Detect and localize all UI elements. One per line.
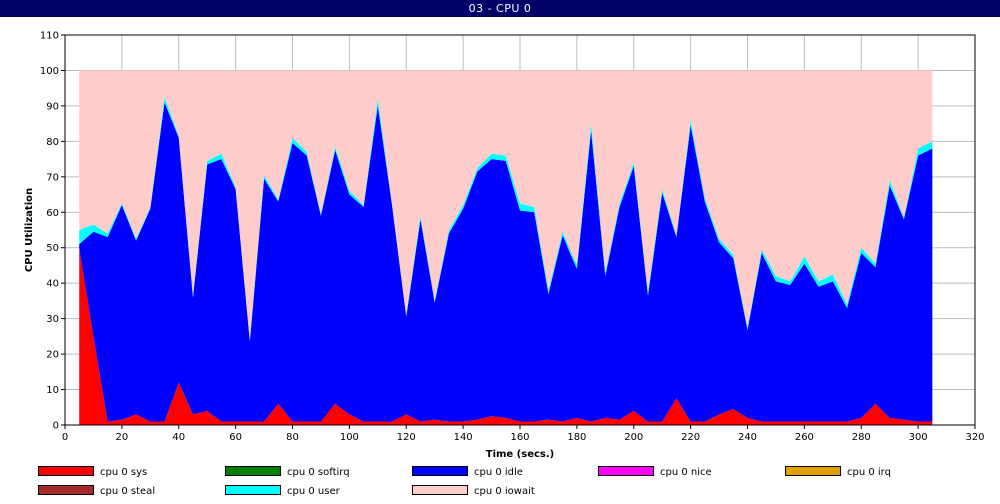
x-tick-label: 0 xyxy=(62,432,68,443)
legend-label: cpu 0 softirq xyxy=(287,467,350,478)
x-tick-label: 20 xyxy=(116,432,129,443)
x-tick-label: 180 xyxy=(567,432,586,443)
cpu-utilization-chart: 0 10 20 30 40 50 60 70 80 90 100 110 0 20 40 60 80 100 120… xyxy=(24,31,985,461)
x-tick-label: 280 xyxy=(852,432,871,443)
y-axis-title: CPU Utilization xyxy=(24,188,35,272)
x-tick-label: 240 xyxy=(738,432,757,443)
y-tick-label: 100 xyxy=(40,66,59,77)
legend-label: cpu 0 iowait xyxy=(474,486,535,497)
legend-item-cpu-0-irq: cpu 0 irq xyxy=(785,466,891,481)
legend-item-cpu-0-softirq: cpu 0 softirq xyxy=(225,466,350,481)
x-tick-label: 160 xyxy=(510,432,529,443)
series-area-cpu-0-iowait xyxy=(79,70,933,340)
legend: cpu 0 sys cpu 0 softirq cpu 0 idle cpu 0 ni… xyxy=(0,464,1000,504)
x-tick-label: 60 xyxy=(229,432,242,443)
x-tick-label: 260 xyxy=(795,432,814,443)
legend-swatch xyxy=(38,485,94,495)
x-axis-title: Time (secs.) xyxy=(486,449,555,460)
legend-label: cpu 0 irq xyxy=(847,467,891,478)
y-tick-label: 0 xyxy=(53,421,59,432)
legend-item-cpu-0-idle: cpu 0 idle xyxy=(412,466,523,481)
legend-swatch xyxy=(785,466,841,476)
legend-swatch xyxy=(225,466,281,476)
legend-label: cpu 0 nice xyxy=(660,467,712,478)
legend-swatch xyxy=(412,466,468,476)
x-tick-label: 200 xyxy=(624,432,643,443)
x-tick-label: 100 xyxy=(340,432,359,443)
y-tick-label: 70 xyxy=(46,172,59,183)
stacked-areas xyxy=(79,70,933,425)
x-tick-label: 320 xyxy=(965,432,984,443)
legend-label: cpu 0 sys xyxy=(100,467,148,478)
legend-item-cpu-0-steal: cpu 0 steal xyxy=(38,485,156,500)
y-tick-label: 50 xyxy=(46,243,59,254)
legend-item-cpu-0-user: cpu 0 user xyxy=(225,485,340,500)
x-tick-label: 40 xyxy=(172,432,185,443)
y-tick-label: 90 xyxy=(46,101,59,112)
y-tick-label: 110 xyxy=(40,31,59,42)
legend-item-cpu-0-nice: cpu 0 nice xyxy=(598,466,712,481)
legend-swatch xyxy=(225,485,281,495)
x-tick-label: 220 xyxy=(681,432,700,443)
axis-ticks: 0 10 20 30 40 50 60 70 80 90 100 110 0 20 40 60 80 100 120… xyxy=(40,31,985,444)
legend-item-cpu-0-sys: cpu 0 sys xyxy=(38,466,148,481)
y-tick-label: 80 xyxy=(46,137,59,148)
x-tick-label: 140 xyxy=(454,432,473,443)
x-tick-label: 120 xyxy=(397,432,416,443)
y-tick-label: 10 xyxy=(46,385,59,396)
y-tick-label: 20 xyxy=(46,350,59,361)
x-tick-label: 80 xyxy=(286,432,299,443)
legend-label: cpu 0 user xyxy=(287,486,340,497)
legend-label: cpu 0 idle xyxy=(474,467,523,478)
y-tick-label: 40 xyxy=(46,279,59,290)
y-tick-label: 60 xyxy=(46,208,59,219)
legend-label: cpu 0 steal xyxy=(100,486,156,497)
chart-title: 03 - CPU 0 xyxy=(0,0,1000,17)
x-tick-label: 300 xyxy=(909,432,928,443)
legend-swatch xyxy=(412,485,468,495)
legend-swatch xyxy=(598,466,654,476)
series-area-cpu-0-idle xyxy=(79,102,933,422)
y-tick-label: 30 xyxy=(46,314,59,325)
legend-swatch xyxy=(38,466,94,476)
legend-item-cpu-0-iowait: cpu 0 iowait xyxy=(412,485,535,500)
